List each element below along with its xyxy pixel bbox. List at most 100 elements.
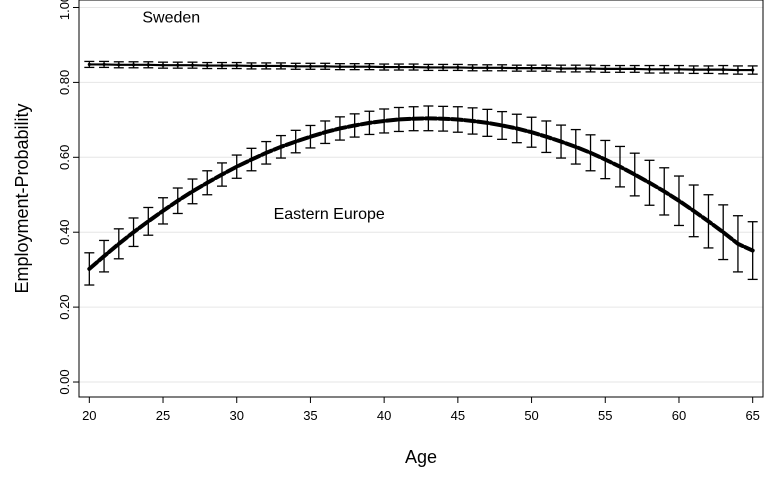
data-point <box>161 209 165 213</box>
data-point <box>146 63 150 67</box>
y-tick-label: 0.40 <box>57 220 72 245</box>
data-point <box>485 66 489 70</box>
data-point <box>470 119 475 123</box>
data-point <box>736 68 740 72</box>
data-point <box>633 67 637 71</box>
data-point <box>397 65 401 69</box>
data-point <box>264 64 268 68</box>
data-point <box>426 65 430 70</box>
gridlines <box>79 6 763 383</box>
data-point <box>190 189 195 193</box>
y-axis-title: Employment-Probability <box>12 103 32 293</box>
data-point <box>721 68 725 72</box>
data-point <box>382 119 386 123</box>
data-point <box>264 151 268 155</box>
data-point <box>529 66 534 70</box>
data-point <box>249 157 254 162</box>
data-point <box>692 68 696 72</box>
y-tick-label: 0.20 <box>57 294 72 319</box>
data-point <box>544 66 548 70</box>
data-point <box>441 65 445 70</box>
x-tick-label: 50 <box>524 408 538 423</box>
series-line <box>87 116 755 271</box>
data-point <box>146 219 150 223</box>
data-point <box>294 64 298 68</box>
x-tick-label: 65 <box>745 408 759 423</box>
data-point <box>647 181 652 185</box>
annotation-label: Sweden <box>142 9 200 26</box>
data-point <box>544 135 548 139</box>
x-tick-label: 45 <box>451 408 465 423</box>
x-tick-label: 40 <box>377 408 391 423</box>
data-point <box>308 64 313 68</box>
data-point <box>338 126 342 131</box>
data-point <box>662 189 666 193</box>
y-tick-label: 0.80 <box>57 70 72 95</box>
y-tick-label: 1.00 <box>57 0 72 20</box>
data-point <box>485 121 489 125</box>
series-0 <box>84 60 758 75</box>
series-line <box>88 63 754 72</box>
data-point <box>367 65 372 69</box>
data-point <box>235 63 239 68</box>
plot-frame <box>78 0 764 398</box>
data-point <box>500 123 504 128</box>
data-point <box>205 63 209 68</box>
data-point <box>574 66 578 71</box>
data-point <box>515 126 519 131</box>
data-point <box>161 63 165 67</box>
data-point <box>736 242 740 246</box>
data-point <box>706 68 711 72</box>
data-point <box>529 130 534 134</box>
data-point <box>456 117 460 122</box>
data-point <box>751 68 755 72</box>
data-point <box>412 117 416 121</box>
data-point <box>117 63 121 67</box>
data-point <box>338 65 342 69</box>
data-point <box>574 145 578 149</box>
data-point <box>279 145 283 149</box>
x-tick-label: 35 <box>303 408 317 423</box>
x-tick-label: 55 <box>598 408 612 423</box>
data-point <box>382 65 386 69</box>
data-point <box>176 199 180 203</box>
y-tick-label: 0.60 <box>57 145 72 170</box>
data-point <box>515 66 519 70</box>
x-tick-label: 20 <box>82 408 96 423</box>
data-point <box>662 67 666 71</box>
data-point <box>367 121 372 125</box>
data-point <box>220 63 224 68</box>
data-point <box>618 165 622 169</box>
annotation-label: Eastern Europe <box>274 206 385 223</box>
x-tick-label: 60 <box>672 408 686 423</box>
data-point <box>441 117 445 121</box>
data-point <box>220 172 224 177</box>
data-point <box>559 66 563 71</box>
axes <box>73 0 764 403</box>
data-point <box>677 67 681 71</box>
data-point <box>721 230 725 234</box>
data-point <box>692 209 696 213</box>
data-point <box>117 242 121 246</box>
data-point <box>249 64 254 68</box>
data-point <box>323 130 327 134</box>
data-point <box>87 267 91 271</box>
data-point <box>308 135 313 139</box>
data-point <box>235 165 239 169</box>
y-tick-label: 0.00 <box>57 369 72 394</box>
data-point <box>633 172 637 177</box>
data-point <box>205 181 209 185</box>
data-point <box>353 123 357 128</box>
data-point <box>426 116 430 120</box>
text-layer: 20 25 30 35 40 45 50 55 60 65 0.00 0.20 0.40 0.60 0.80… <box>12 0 760 467</box>
data-point <box>87 62 91 67</box>
data-point <box>751 248 755 253</box>
data-point <box>102 254 106 258</box>
data-point <box>279 64 283 68</box>
data-point <box>603 67 607 71</box>
series-layer <box>84 60 758 286</box>
data-point <box>603 157 607 162</box>
data-point <box>456 65 460 70</box>
